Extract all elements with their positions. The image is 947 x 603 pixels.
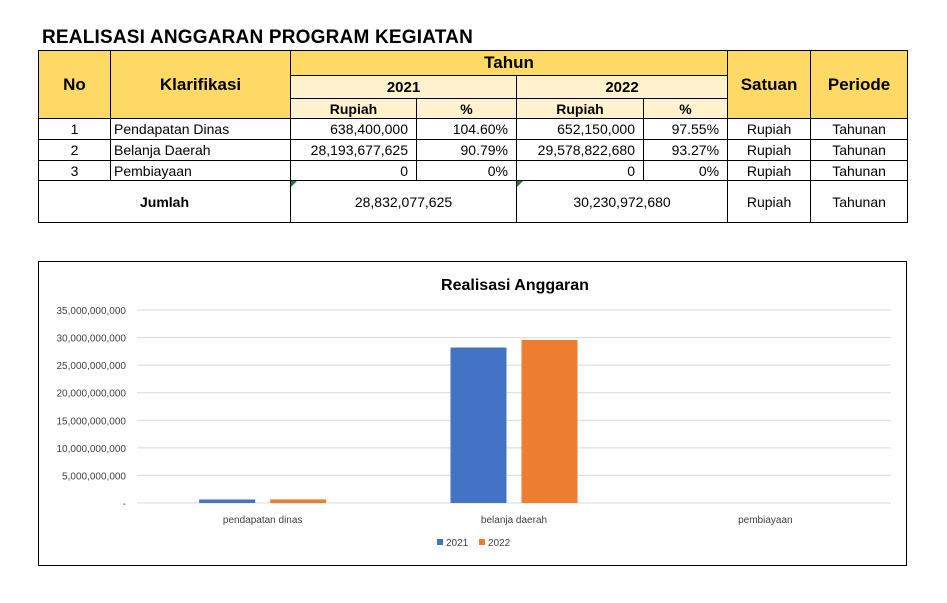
x-tick-label: pembiayaan bbox=[738, 515, 792, 526]
row-percent-2021: 90.79% bbox=[416, 139, 517, 161]
row-name: Pembiayaan bbox=[110, 160, 291, 181]
row-rupiah-2021: 0 bbox=[290, 160, 417, 181]
row-no: 2 bbox=[38, 139, 111, 161]
row-periode: Tahunan bbox=[810, 160, 909, 181]
header-year-2021: 2021 bbox=[290, 75, 517, 99]
header-satuan: Satuan bbox=[727, 50, 812, 119]
bar-2021 bbox=[450, 347, 507, 503]
total-label: Jumlah bbox=[38, 180, 291, 223]
budget-table: No Klarifikasi Tahun Satuan Periode 2021… bbox=[38, 50, 909, 223]
y-tick-label: 10,000,000,000 bbox=[56, 444, 126, 455]
x-tick-label: pendapatan dinas bbox=[223, 515, 303, 526]
row-percent-2022: 93.27% bbox=[642, 139, 729, 161]
x-tick-label: belanja daerah bbox=[481, 515, 547, 526]
total-row: Jumlah 28,832,077,625 30,230,972,680 Rup… bbox=[38, 180, 909, 223]
row-rupiah-2021: 638,400,000 bbox=[290, 118, 417, 140]
table-row: 3 Pembiayaan 0 0% 0 0% Rupiah Tahunan bbox=[38, 160, 909, 181]
row-satuan: Rupiah bbox=[727, 160, 812, 181]
header-periode: Periode bbox=[810, 50, 909, 119]
row-percent-2021: 0% bbox=[416, 160, 517, 181]
header-rupiah-2021: Rupiah bbox=[290, 98, 417, 119]
bar-2022 bbox=[270, 499, 327, 503]
row-name: Belanja Daerah bbox=[110, 139, 291, 161]
row-rupiah-2021: 28,193,677,625 bbox=[290, 139, 417, 161]
legend-label: 2022 bbox=[488, 538, 511, 549]
row-periode: Tahunan bbox=[810, 139, 909, 161]
row-percent-2021: 104.60% bbox=[416, 118, 517, 140]
header-tahun: Tahun bbox=[289, 50, 729, 76]
page-title: REALISASI ANGGARAN PROGRAM KEGIATAN bbox=[42, 27, 473, 48]
chart-container: Realisasi Anggaran - 5,000,000,000 10,000,0… bbox=[38, 261, 907, 566]
bar-2022 bbox=[521, 339, 578, 503]
bar-2021 bbox=[199, 499, 256, 503]
y-tick-label: 5,000,000,000 bbox=[62, 471, 126, 482]
header-klarifikasi: Klarifikasi bbox=[110, 50, 291, 119]
row-percent-2022: 97.55% bbox=[642, 118, 729, 140]
row-name: Pendapatan Dinas bbox=[110, 118, 291, 140]
row-rupiah-2022: 29,578,822,680 bbox=[516, 139, 644, 161]
row-no: 3 bbox=[38, 160, 111, 181]
legend-swatch-2021 bbox=[437, 539, 443, 545]
legend-label: 2021 bbox=[446, 538, 469, 549]
y-tick-label: 25,000,000,000 bbox=[56, 361, 126, 372]
total-periode: Tahunan bbox=[810, 180, 909, 223]
row-rupiah-2022: 652,150,000 bbox=[516, 118, 644, 140]
header-year-2022: 2022 bbox=[515, 75, 729, 99]
row-satuan: Rupiah bbox=[727, 118, 812, 140]
header-rupiah-2022: Rupiah bbox=[516, 98, 644, 119]
row-rupiah-2022: 0 bbox=[516, 160, 644, 181]
total-rupiah-2022: 30,230,972,680 bbox=[515, 180, 729, 223]
y-tick-label: 15,000,000,000 bbox=[56, 416, 126, 427]
row-percent-2022: 0% bbox=[642, 160, 729, 181]
bar-chart: Realisasi Anggaran - 5,000,000,000 10,000,0… bbox=[56, 277, 891, 549]
legend-swatch-2022 bbox=[479, 539, 485, 545]
header-percent-2022: % bbox=[642, 98, 729, 119]
header-percent-2021: % bbox=[416, 98, 517, 119]
row-satuan: Rupiah bbox=[727, 139, 812, 161]
table-row: 2 Belanja Daerah 28,193,677,625 90.79% 2… bbox=[38, 139, 909, 161]
row-no: 1 bbox=[38, 118, 111, 140]
header-no: No bbox=[38, 50, 111, 119]
y-tick-label: 20,000,000,000 bbox=[56, 389, 126, 400]
total-rupiah-2021: 28,832,077,625 bbox=[290, 180, 517, 223]
table-row: 1 Pendapatan Dinas 638,400,000 104.60% 6… bbox=[38, 118, 909, 140]
chart-title: Realisasi Anggaran bbox=[441, 277, 589, 294]
y-tick-label: 35,000,000,000 bbox=[56, 306, 126, 317]
y-tick-label: 30,000,000,000 bbox=[56, 334, 126, 345]
row-periode: Tahunan bbox=[810, 118, 909, 140]
y-tick-label: - bbox=[123, 499, 126, 510]
total-satuan: Rupiah bbox=[727, 180, 812, 223]
